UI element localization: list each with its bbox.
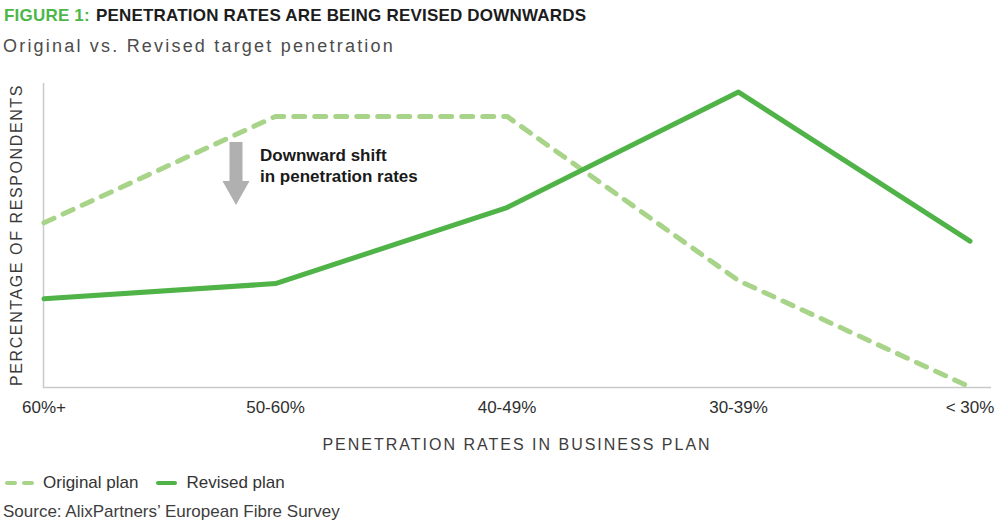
figure-number: FIGURE 1: xyxy=(4,6,90,25)
legend-item-original-plan: Original plan xyxy=(5,473,138,493)
annotation-downward-shift: Downward shift in penetration rates xyxy=(260,145,418,187)
x-tick-below-30: < 30% xyxy=(946,398,995,418)
chart-subtitle: Original vs. Revised target penetration xyxy=(3,36,395,57)
source-note: Source: AlixPartners’ European Fibre Sur… xyxy=(3,502,340,522)
line-chart: PERCENTAGE OF RESPONDENTS Downward shift… xyxy=(0,75,1000,390)
chart-canvas xyxy=(0,75,1000,390)
dashed-line-swatch-icon xyxy=(5,481,34,486)
x-tick-40-49: 40-49% xyxy=(478,398,537,418)
x-tick-labels: 60%+ 50-60% 40-49% 30-39% < 30% xyxy=(0,398,1000,420)
legend-label-revised-plan: Revised plan xyxy=(186,473,284,493)
legend-item-revised-plan: Revised plan xyxy=(156,473,284,493)
legend-label-original-plan: Original plan xyxy=(43,473,138,493)
figure-title: FIGURE 1: PENETRATION RATES ARE BEING REV… xyxy=(4,6,586,26)
y-axis-label: PERCENTAGE OF RESPONDENTS xyxy=(8,84,26,386)
annotation-line-2: in penetration rates xyxy=(260,166,418,187)
revised-plan-line xyxy=(44,92,970,299)
down-arrow-icon xyxy=(223,142,250,205)
x-tick-60-plus: 60%+ xyxy=(22,398,66,418)
x-axis-label: PENETRATION RATES IN BUSINESS PLAN xyxy=(43,436,991,454)
original-plan-line xyxy=(44,116,970,387)
x-tick-50-60: 50-60% xyxy=(246,398,305,418)
annotation-line-1: Downward shift xyxy=(260,145,418,166)
solid-line-swatch-icon xyxy=(156,481,177,486)
x-tick-30-39: 30-39% xyxy=(709,398,768,418)
legend: Original plan Revised plan xyxy=(5,473,285,493)
figure-title-text: PENETRATION RATES ARE BEING REVISED DOWN… xyxy=(96,6,586,25)
